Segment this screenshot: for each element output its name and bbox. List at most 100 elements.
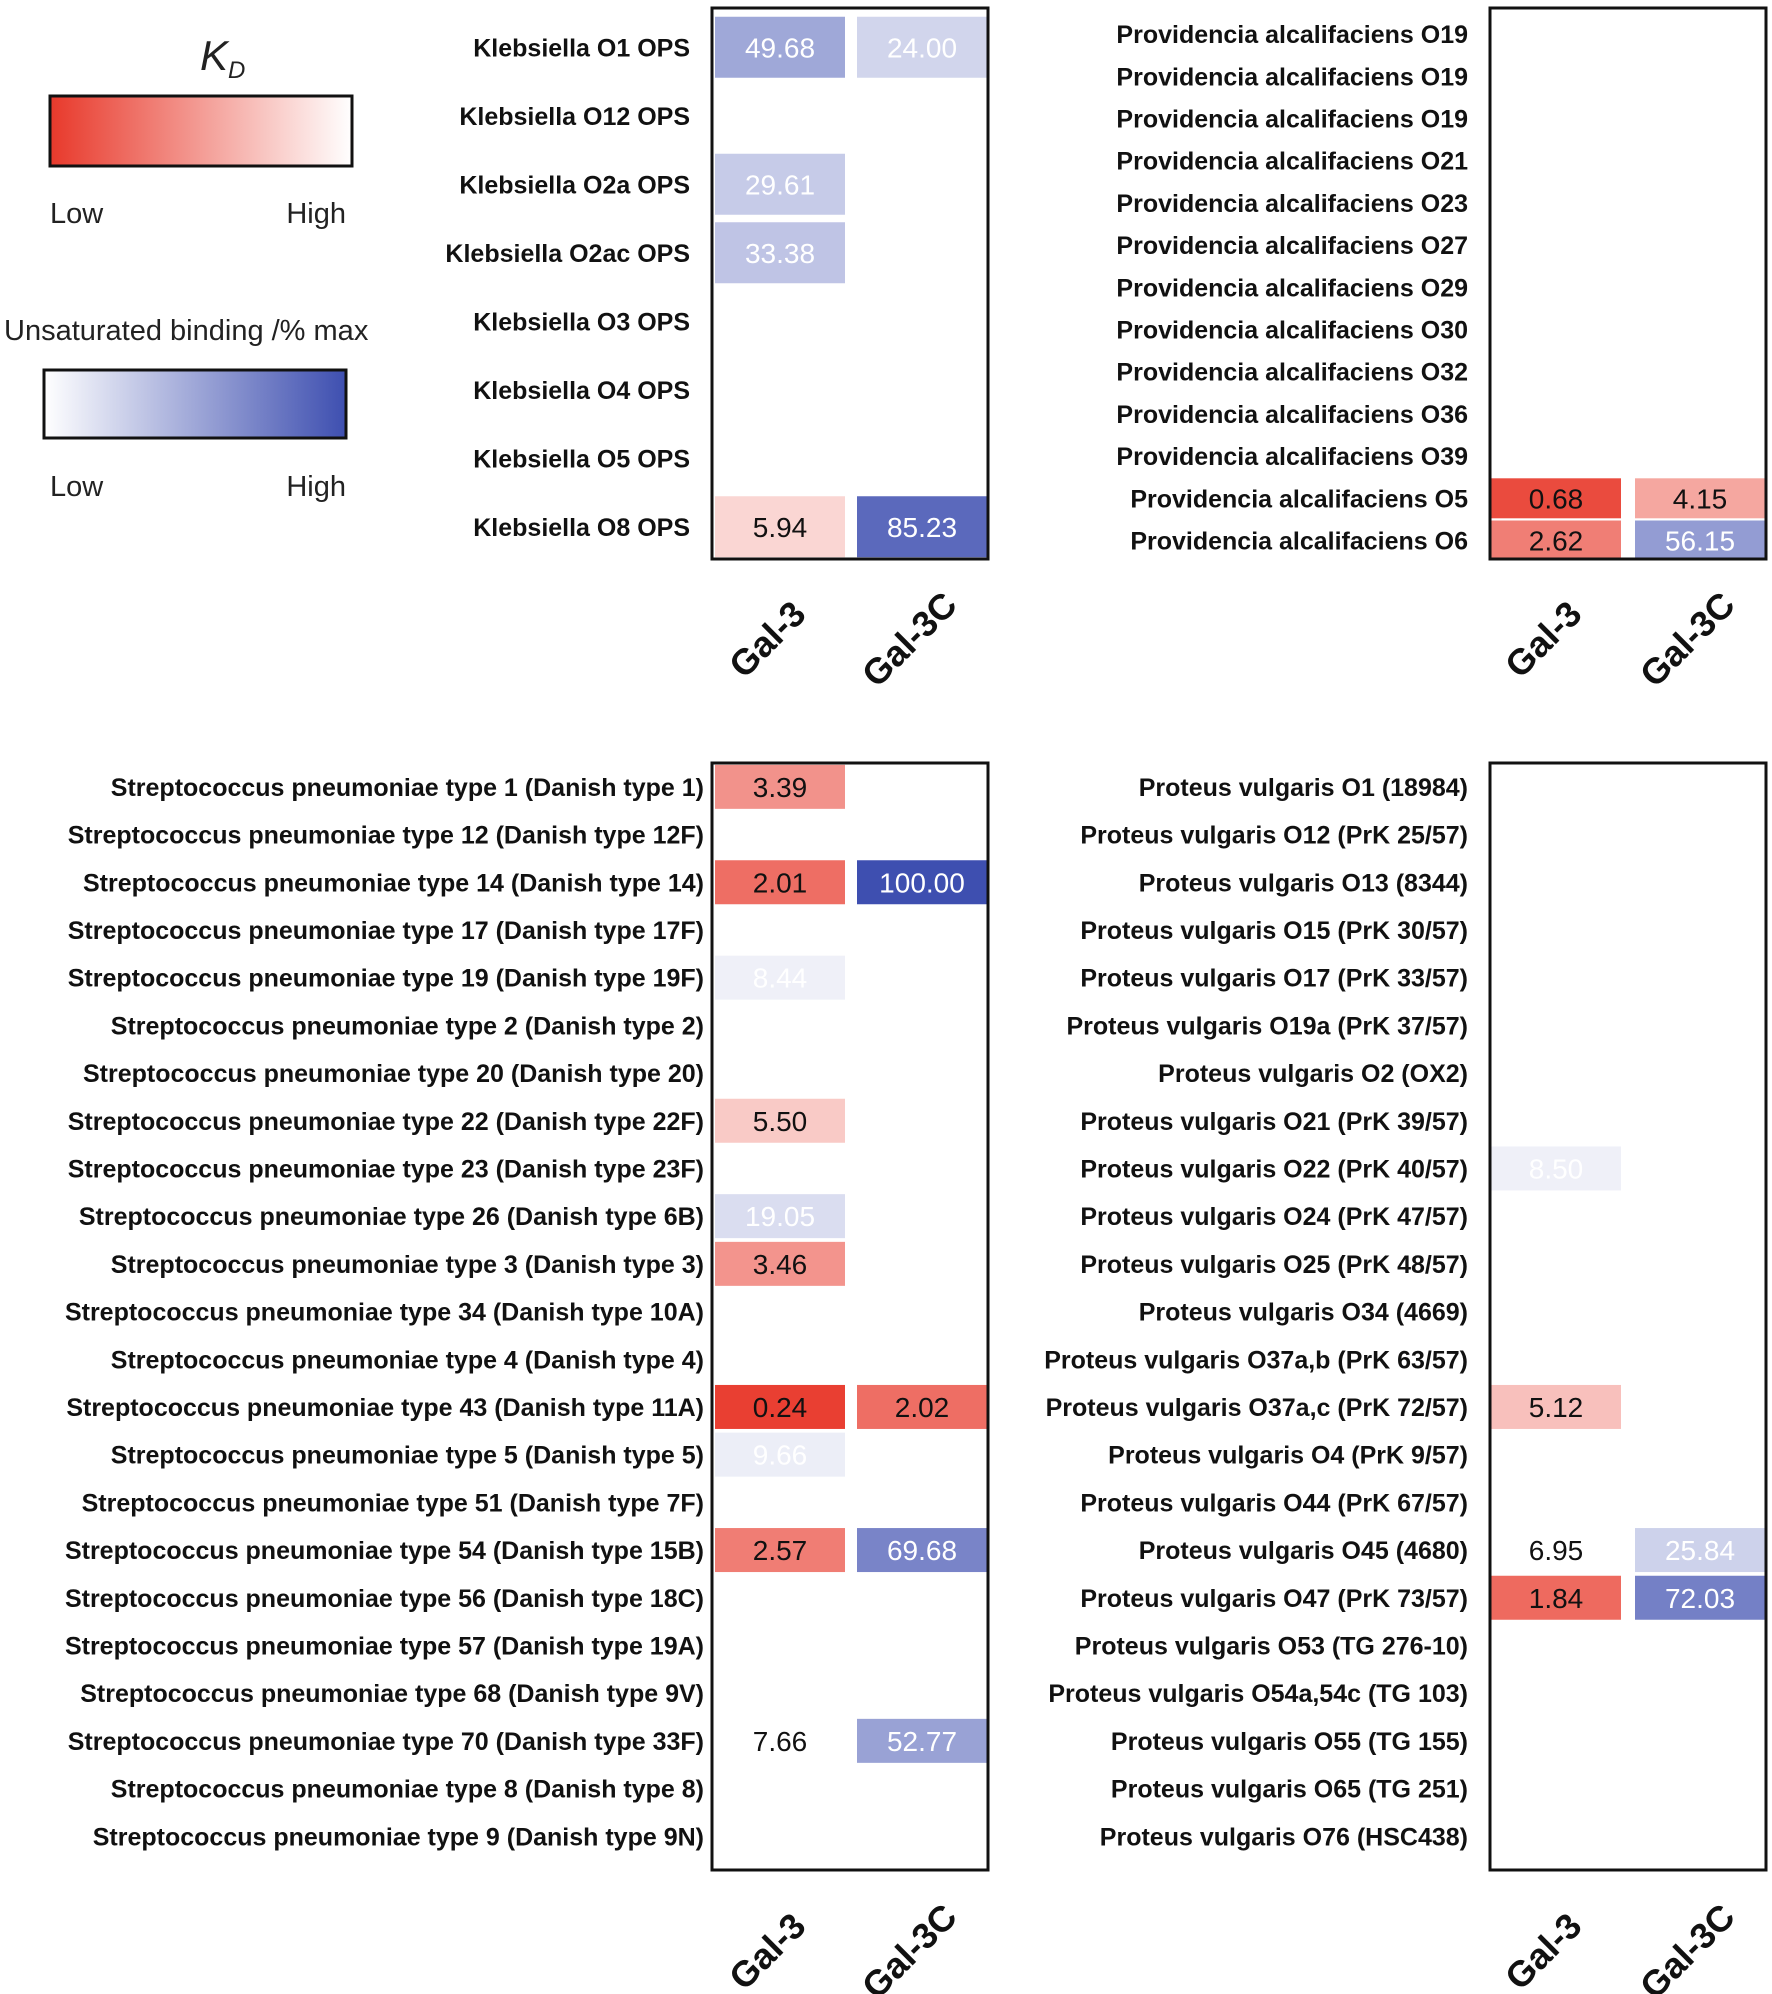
row-label: Proteus vulgaris O15 (PrK 30/57) [1080,917,1468,945]
cell-value-label: 3.46 [753,1249,808,1280]
cell-value-label: 5.94 [753,512,808,543]
row-label: Streptococcus pneumoniae type 34 (Danish… [65,1299,704,1327]
heatmap-panel: Streptococcus pneumoniae type 1 (Danish … [65,761,990,1994]
heatmap-cell [715,1384,845,1429]
heatmap-cell [857,16,987,78]
row-label: Proteus vulgaris O19a (PrK 37/57) [1066,1012,1468,1040]
heatmap-panel: Klebsiella O1 OPS 49.68 24.00 Klebsiella O1… [445,6,990,695]
row-label: Proteus vulgaris O53 (TG 276-10) [1075,1632,1468,1660]
row-label: Streptococcus pneumoniae type 14 (Danish… [83,869,704,897]
row-label: Klebsiella O5 OPS [473,445,690,473]
heatmap-cell [715,16,845,78]
row-label: Proteus vulgaris O1 (18984) [1139,774,1468,802]
heatmap-cell [1635,520,1765,561]
heatmap-cell [715,764,845,809]
cell-value-label: 19.05 [745,1201,815,1232]
row-label: Streptococcus pneumoniae type 43 (Danish… [66,1394,704,1422]
heatmap-cell [715,1194,845,1239]
row-label: Providencia alcalifaciens O36 [1116,401,1468,429]
heatmap-cell [857,496,987,558]
row-label: Streptococcus pneumoniae type 26 (Danish… [79,1203,704,1231]
row-label: Proteus vulgaris O25 (PrK 48/57) [1080,1251,1468,1279]
column-label: Gal-3 [1497,1905,1590,1994]
cell-value-label: 2.02 [895,1392,950,1423]
column-label: Gal-3C [854,1896,965,1994]
heatmap-cell [1491,520,1621,561]
heatmap-cell [1491,1384,1621,1429]
heatmap-cell [715,1528,845,1573]
heatmap-cell [715,1241,845,1286]
row-label: Proteus vulgaris O2 (OX2) [1158,1060,1468,1088]
kd-legend-title-sub: D [228,57,245,84]
column-label: Gal-3 [721,593,814,686]
cell-value-label: 33.38 [745,238,815,269]
heatmap-cell [715,1432,845,1477]
cell-value-label: 8.50 [1529,1153,1584,1184]
row-label: Streptococcus pneumoniae type 51 (Danish… [82,1489,704,1517]
row-label: Providencia alcalifaciens O39 [1116,443,1468,471]
row-label: Klebsiella O2ac OPS [445,240,690,268]
panel-border [710,6,990,561]
cell-value-label: 6.95 [1529,1535,1584,1566]
row-label: Providencia alcalifaciens O30 [1116,317,1468,345]
binding-low-label: Low [50,471,104,503]
panel-border [1488,6,1768,561]
heatmap-cell [857,1384,987,1429]
cell-value-label: 7.66 [753,1726,808,1757]
row-label: Streptococcus pneumoniae type 9 (Danish … [93,1823,704,1851]
heatmap-cell [857,1718,987,1763]
column-label: Gal-3C [854,584,965,695]
cell-value-label: 49.68 [745,32,815,63]
row-label: Streptococcus pneumoniae type 1 (Danish … [111,774,704,802]
column-label: Gal-3C [1632,584,1743,695]
row-label: Providencia alcalifaciens O29 [1116,274,1468,302]
cell-value-label: 52.77 [887,1726,957,1757]
binding-high-label: High [286,471,346,503]
heatmap-panel: Providencia alcalifaciens O19 Providencia… [1116,6,1768,695]
kd-high-label: High [286,198,346,230]
cell-value-label: 5.12 [1529,1392,1584,1423]
heatmap-cell [715,153,845,215]
row-label: Streptococcus pneumoniae type 68 (Danish… [80,1680,704,1708]
cell-value-label: 5.50 [753,1106,808,1137]
row-label: Proteus vulgaris O45 (4680) [1139,1537,1468,1565]
cell-value-label: 8.44 [753,963,808,994]
row-label: Streptococcus pneumoniae type 8 (Danish … [111,1776,704,1804]
row-label: Klebsiella O8 OPS [473,514,690,542]
row-label: Proteus vulgaris O65 (TG 251) [1111,1776,1468,1804]
cell-value-label: 72.03 [1665,1583,1735,1614]
row-label: Proteus vulgaris O55 (TG 155) [1111,1728,1468,1756]
row-label: Streptococcus pneumoniae type 12 (Danish… [68,822,704,850]
cell-value-label: 2.57 [753,1535,808,1566]
cell-value-label: 100.00 [879,867,965,898]
heatmap-cell [1491,1575,1621,1620]
heatmap-cell [1635,1528,1765,1573]
row-label: Proteus vulgaris O54a,54c (TG 103) [1048,1680,1468,1708]
cell-value-label: 4.15 [1673,483,1728,514]
row-label: Providencia alcalifaciens O32 [1116,359,1468,387]
row-label: Streptococcus pneumoniae type 5 (Danish … [111,1442,704,1470]
row-label: Streptococcus pneumoniae type 20 (Danish… [83,1060,704,1088]
column-label: Gal-3 [721,1905,814,1994]
row-label: Streptococcus pneumoniae type 4 (Danish … [111,1346,704,1374]
heatmap-cell [1491,478,1621,519]
row-label: Klebsiella O4 OPS [473,377,690,405]
row-label: Proteus vulgaris O17 (PrK 33/57) [1080,965,1468,993]
row-label: Streptococcus pneumoniae type 22 (Danish… [68,1108,704,1136]
row-label: Proteus vulgaris O37a,b (PrK 63/57) [1044,1346,1468,1374]
row-label: Proteus vulgaris O37a,c (PrK 72/57) [1046,1394,1468,1422]
heatmap-cell [1635,478,1765,519]
heatmap-cell [715,860,845,905]
cell-value-label: 0.68 [1529,483,1584,514]
row-label: Proteus vulgaris O76 (HSC438) [1100,1823,1468,1851]
kd-legend-title: KD [200,32,245,84]
heatmap-cell [857,860,987,905]
row-label: Streptococcus pneumoniae type 54 (Danish… [65,1537,704,1565]
row-label: Streptococcus pneumoniae type 56 (Danish… [65,1585,704,1613]
heatmap-panels: Klebsiella O1 OPS 49.68 24.00 Klebsiella O1… [65,6,1768,1994]
cell-value-label: 56.15 [1665,526,1735,557]
heatmap-cell [715,955,845,1000]
legend: KD Low High Unsaturated binding /% max L… [4,32,369,503]
row-label: Providencia alcalifaciens O21 [1116,148,1468,176]
